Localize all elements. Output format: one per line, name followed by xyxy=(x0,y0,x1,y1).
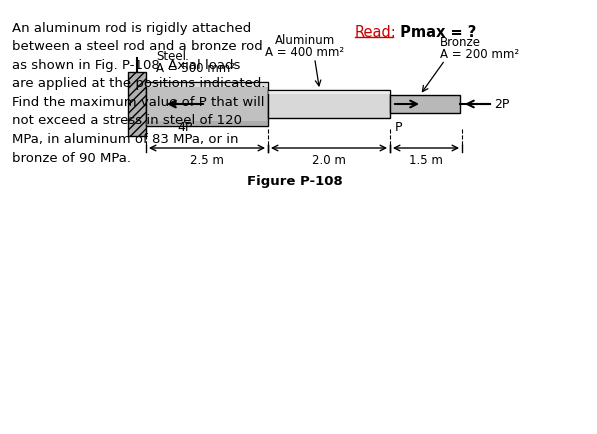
Bar xyxy=(268,91,390,119)
Text: A = 400 mm²: A = 400 mm² xyxy=(265,46,344,59)
Text: Bronze: Bronze xyxy=(440,36,481,49)
Text: Read:: Read: xyxy=(355,25,397,40)
Text: 2.0 m: 2.0 m xyxy=(312,153,346,166)
Text: A = 200 mm²: A = 200 mm² xyxy=(440,48,519,61)
Text: 1.5 m: 1.5 m xyxy=(409,153,443,166)
Bar xyxy=(146,84,268,88)
Text: Aluminum: Aluminum xyxy=(275,34,335,47)
Bar xyxy=(390,96,460,114)
Bar xyxy=(268,92,390,95)
Text: 2.5 m: 2.5 m xyxy=(190,153,224,166)
Text: P: P xyxy=(395,121,402,134)
Bar xyxy=(128,73,146,137)
Text: Pmax = ?: Pmax = ? xyxy=(395,25,476,40)
Text: Figure P-108: Figure P-108 xyxy=(247,174,343,187)
Text: A = 500 mm²: A = 500 mm² xyxy=(156,62,235,75)
Text: 2P: 2P xyxy=(494,98,509,111)
Bar xyxy=(146,83,268,127)
Text: Steel: Steel xyxy=(156,50,186,63)
Text: 4P: 4P xyxy=(177,121,193,134)
Text: An aluminum rod is rigidly attached
between a steel rod and a bronze rod
as show: An aluminum rod is rigidly attached betw… xyxy=(12,22,266,164)
Bar xyxy=(146,122,268,126)
